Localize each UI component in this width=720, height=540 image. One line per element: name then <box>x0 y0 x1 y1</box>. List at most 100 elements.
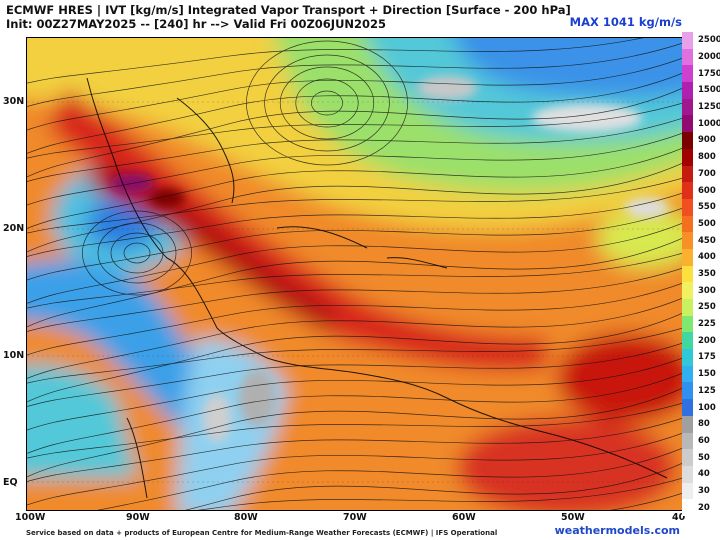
colorbar-swatch <box>682 115 693 133</box>
colorbar-label: 50 <box>698 452 710 463</box>
colorbar-label: 500 <box>698 218 716 229</box>
streamline <box>27 222 683 304</box>
circulation-streamline <box>246 40 408 166</box>
colorbar-label: 60 <box>698 435 710 446</box>
colorbar-swatch <box>682 499 693 517</box>
colorbar-swatch <box>682 148 693 166</box>
colorbar-swatch <box>682 215 693 233</box>
streamline <box>27 42 683 107</box>
colorbar-label: 225 <box>698 319 716 330</box>
colorbar-label: 450 <box>698 235 716 246</box>
colorbar-swatch <box>682 465 693 484</box>
lon-label-60w: 60W <box>452 512 476 523</box>
colorbar-swatch <box>682 299 693 317</box>
streamline <box>27 87 683 178</box>
streamline <box>27 162 683 253</box>
colorbar-swatch <box>682 282 693 300</box>
circulation-streamline <box>311 90 343 116</box>
max-value-label: MAX 1041 kg/m/s <box>569 15 682 29</box>
circulation-streamline <box>82 210 192 296</box>
colorbar-label: 1000 <box>698 118 720 129</box>
colorbar-swatch <box>682 365 693 383</box>
colorbar-swatch <box>682 399 693 417</box>
streamline <box>27 312 683 403</box>
colorbar <box>682 32 693 517</box>
circulation-streamline <box>279 66 375 140</box>
ivt-map-graphic <box>27 38 683 510</box>
colorbar-swatch <box>682 248 693 267</box>
ivt-map <box>26 37 684 511</box>
streamline <box>27 252 683 309</box>
colorbar-label: 40 <box>698 469 710 480</box>
colorbar-label: 100 <box>698 402 716 413</box>
streamline <box>27 147 683 229</box>
lon-label-80w: 80W <box>234 512 258 523</box>
colorbar-swatch <box>682 232 693 250</box>
lon-label-70w: 70W <box>343 512 367 523</box>
colorbar-swatch <box>682 82 693 100</box>
streamline <box>185 462 683 510</box>
colorbar-label: 200 <box>698 335 716 346</box>
streamline <box>27 432 683 506</box>
streamline <box>97 447 683 510</box>
lat-label-30n: 30N <box>3 96 25 107</box>
circulation-streamline <box>110 232 164 274</box>
colorbar-swatch <box>682 65 693 83</box>
colorbar-swatch <box>682 315 693 333</box>
lat-label-20n: 20N <box>3 223 25 234</box>
brand-link[interactable]: weathermodels.com <box>554 524 680 537</box>
colorbar-swatch <box>682 48 693 66</box>
map-title: ECMWF HRES | IVT [kg/m/s] Integrated Vap… <box>6 3 571 17</box>
lat-label-eq: EQ <box>3 477 18 488</box>
colorbar-label: 1750 <box>698 68 720 79</box>
streamline <box>27 177 683 234</box>
colorbar-swatch <box>682 349 693 367</box>
circulation-streamline <box>295 78 359 128</box>
streamline <box>27 267 683 332</box>
colorbar-label: 250 <box>698 302 716 313</box>
streamline <box>27 372 683 454</box>
streamline <box>27 237 683 328</box>
circulation-streamline <box>264 54 390 152</box>
colorbar-swatch <box>682 449 693 467</box>
streamline <box>27 402 683 459</box>
streamline <box>27 132 683 206</box>
streamline <box>27 417 683 482</box>
colorbar-label: 1250 <box>698 102 720 113</box>
colorbar-label: 80 <box>698 419 710 430</box>
streamline <box>27 297 683 379</box>
streamline <box>27 192 683 257</box>
streamline <box>27 342 683 407</box>
credit-text: Service based on data + products of Euro… <box>26 529 498 537</box>
colorbar-swatch <box>682 182 693 200</box>
streamline <box>27 282 683 356</box>
lon-label-50w: 50W <box>561 512 585 523</box>
colorbar-label: 20 <box>698 502 710 513</box>
colorbar-label: 2500 <box>698 35 720 46</box>
colorbar-label: 300 <box>698 285 716 296</box>
colorbar-swatch <box>682 32 693 50</box>
colorbar-label: 175 <box>698 352 716 363</box>
colorbar-swatch <box>682 432 693 450</box>
colorbar-label: 125 <box>698 385 716 396</box>
colorbar-label: 900 <box>698 135 716 146</box>
colorbar-swatch <box>682 98 693 116</box>
streamline <box>27 387 683 478</box>
streamline <box>27 38 644 84</box>
colorbar-label: 30 <box>698 485 710 496</box>
colorbar-label: 600 <box>698 185 716 196</box>
streamline <box>27 57 683 131</box>
colorbar-swatch <box>682 198 693 217</box>
lon-label-90w: 90W <box>126 512 150 523</box>
streamline <box>27 357 683 431</box>
colorbar-swatch <box>682 265 693 283</box>
circulation-streamline <box>97 222 177 284</box>
streamline <box>27 207 683 281</box>
colorbar-label: 1500 <box>698 85 720 96</box>
lon-label-100w: 100W <box>15 512 46 523</box>
colorbar-swatch <box>682 332 693 350</box>
streamline <box>197 477 683 510</box>
colorbar-label: 700 <box>698 168 716 179</box>
colorbar-label: 2000 <box>698 52 720 63</box>
colorbar-label: 400 <box>698 252 716 263</box>
